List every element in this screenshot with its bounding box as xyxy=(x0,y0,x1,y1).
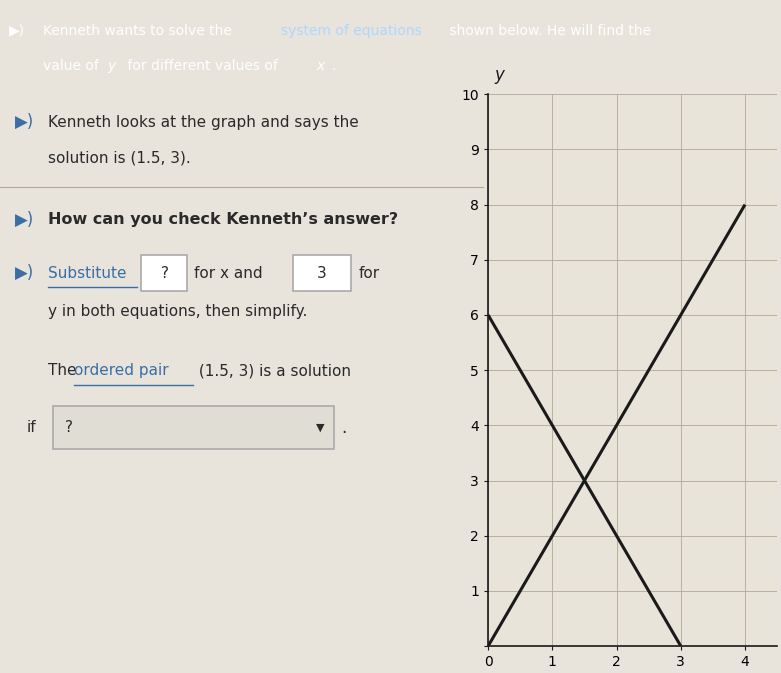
Text: system of equations: system of equations xyxy=(281,24,422,38)
Text: Kenneth wants to solve the: Kenneth wants to solve the xyxy=(43,24,236,38)
Text: ▶): ▶) xyxy=(15,211,34,229)
Text: solution is (1.5, 3).: solution is (1.5, 3). xyxy=(48,150,191,166)
FancyBboxPatch shape xyxy=(293,256,351,291)
Text: for different values of: for different values of xyxy=(123,59,283,73)
Text: ?: ? xyxy=(161,266,169,281)
Text: ▶): ▶) xyxy=(9,24,25,38)
Text: for: for xyxy=(358,266,380,281)
Text: shown below. He will find the: shown below. He will find the xyxy=(445,24,651,38)
Text: value of: value of xyxy=(43,59,103,73)
FancyBboxPatch shape xyxy=(141,256,187,291)
Text: ▼: ▼ xyxy=(316,423,325,433)
Text: The: The xyxy=(48,363,82,378)
Text: for x and: for x and xyxy=(194,266,262,281)
Text: ordered pair: ordered pair xyxy=(73,363,168,378)
Text: if: if xyxy=(27,420,36,435)
Text: ▶): ▶) xyxy=(15,264,34,282)
Text: .: . xyxy=(341,419,347,437)
Text: y: y xyxy=(494,66,505,84)
Text: ?: ? xyxy=(66,421,73,435)
Text: (1.5, 3) is a solution: (1.5, 3) is a solution xyxy=(194,363,351,378)
Text: x: x xyxy=(316,59,325,73)
FancyBboxPatch shape xyxy=(53,406,334,449)
Text: Kenneth looks at the graph and says the: Kenneth looks at the graph and says the xyxy=(48,114,359,130)
Text: .: . xyxy=(332,59,337,73)
Text: Substitute: Substitute xyxy=(48,266,127,281)
Text: y in both equations, then simplify.: y in both equations, then simplify. xyxy=(48,304,308,319)
Text: How can you check Kenneth’s answer?: How can you check Kenneth’s answer? xyxy=(48,213,398,227)
Text: y: y xyxy=(108,59,116,73)
Text: ▶): ▶) xyxy=(15,113,34,131)
Text: 3: 3 xyxy=(317,266,327,281)
